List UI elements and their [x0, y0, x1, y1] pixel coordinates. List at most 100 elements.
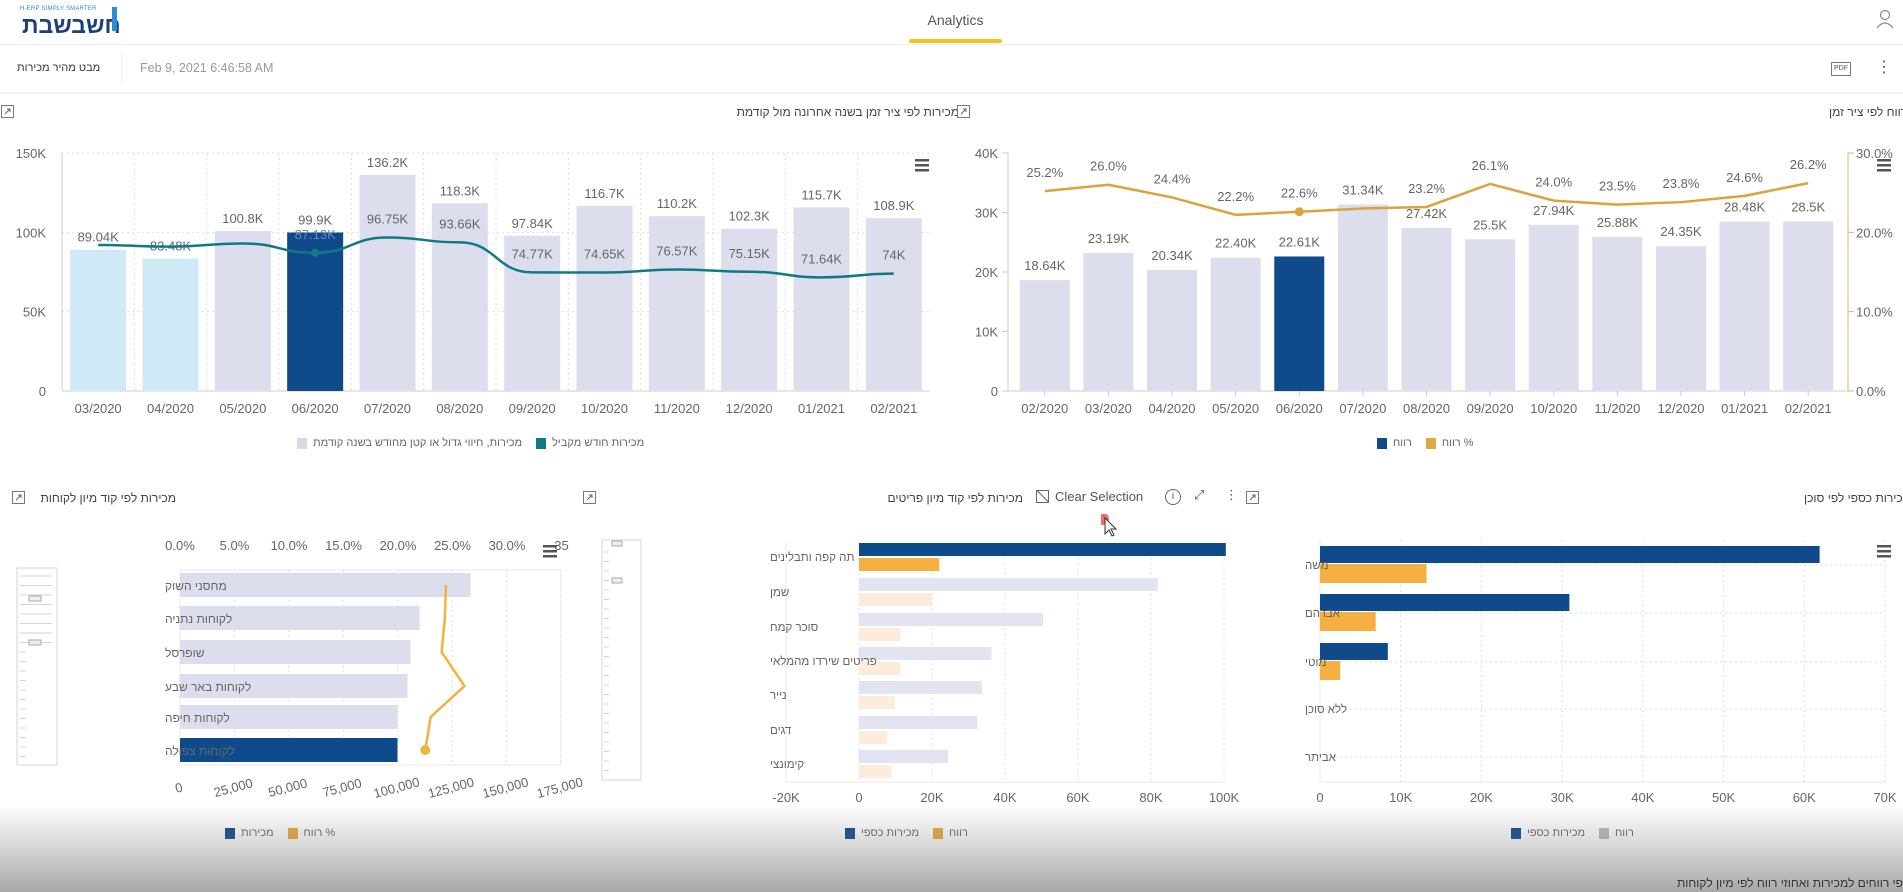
- hamburger-menu-icon[interactable]: [543, 555, 557, 558]
- bar-profit[interactable]: [1320, 612, 1376, 631]
- x-tick-label: 09/2020: [509, 401, 556, 416]
- hamburger-menu-icon[interactable]: [1877, 159, 1891, 162]
- export-icon[interactable]: [12, 491, 25, 504]
- bar[interactable]: [1083, 253, 1134, 391]
- export-icon[interactable]: [583, 491, 596, 504]
- bar-sales[interactable]: [859, 613, 1043, 626]
- bar[interactable]: [1655, 246, 1706, 391]
- hamburger-menu-icon[interactable]: [1877, 555, 1891, 558]
- bar-sales[interactable]: [859, 543, 1226, 556]
- legend-item[interactable]: % רווח: [1425, 437, 1474, 449]
- bar[interactable]: [180, 705, 398, 729]
- hamburger-menu-icon[interactable]: [915, 159, 929, 162]
- hamburger-menu-icon[interactable]: [543, 545, 557, 548]
- bar[interactable]: [576, 205, 633, 391]
- hamburger-menu-icon[interactable]: [915, 164, 929, 167]
- bar-profit[interactable]: [859, 593, 932, 606]
- bar[interactable]: [865, 218, 922, 391]
- bar-sales[interactable]: [859, 716, 978, 729]
- bar[interactable]: [359, 174, 416, 391]
- info-icon[interactable]: i: [1165, 489, 1181, 505]
- bar[interactable]: [1465, 239, 1516, 391]
- hamburger-menu-icon[interactable]: [1877, 169, 1891, 172]
- user-icon[interactable]: [1876, 9, 1894, 29]
- bar[interactable]: [1337, 204, 1388, 391]
- bar[interactable]: [214, 231, 271, 391]
- export-icon[interactable]: [1, 105, 14, 118]
- bar[interactable]: [1528, 224, 1579, 391]
- dashboard-name[interactable]: מבט מהיר מכירות: [17, 62, 101, 74]
- bar[interactable]: [793, 207, 850, 391]
- kebab-icon[interactable]: ⋮: [1225, 487, 1238, 502]
- hamburger-menu-icon[interactable]: [543, 550, 557, 553]
- bar[interactable]: [70, 249, 127, 391]
- line-point[interactable]: [311, 248, 320, 257]
- legend-item[interactable]: מכירות, חיווי גדול או קטן מחודש בשנה קוד…: [297, 437, 522, 449]
- x2-tick-label: 0.0%: [165, 538, 195, 553]
- bar-profit[interactable]: [859, 765, 892, 778]
- clear-selection-button[interactable]: Clear Selection: [1036, 489, 1143, 504]
- bar-sales[interactable]: [1320, 546, 1820, 563]
- bar[interactable]: [1592, 237, 1643, 391]
- bar[interactable]: [648, 216, 705, 391]
- navigator-handle[interactable]: [28, 595, 42, 602]
- hamburger-menu-icon[interactable]: [1877, 550, 1891, 553]
- bar[interactable]: [1783, 221, 1834, 391]
- bar-sales[interactable]: [859, 647, 992, 660]
- bar-profit[interactable]: [859, 662, 901, 675]
- x-tick-label: 60K: [1793, 790, 1816, 805]
- bar[interactable]: [1401, 227, 1452, 391]
- legend-item[interactable]: מכירות חודש מקביל: [536, 437, 644, 449]
- bar[interactable]: [180, 573, 471, 597]
- bar[interactable]: [1147, 269, 1198, 391]
- hamburger-menu-icon[interactable]: [1877, 545, 1891, 548]
- bar[interactable]: [1019, 280, 1070, 391]
- export-icon[interactable]: [957, 105, 970, 118]
- navigator-handle[interactable]: [611, 577, 623, 584]
- hamburger-menu-icon[interactable]: [1877, 164, 1891, 167]
- bar[interactable]: [721, 228, 778, 391]
- bar[interactable]: [287, 232, 344, 391]
- line-data-label: 25.2%: [1026, 165, 1063, 180]
- hamburger-menu-icon[interactable]: [915, 169, 929, 172]
- bar-profit[interactable]: [859, 696, 895, 709]
- pdf-export-button[interactable]: PDF: [1831, 62, 1851, 76]
- bar[interactable]: [180, 674, 408, 698]
- bar[interactable]: [1274, 256, 1325, 391]
- navigator-handle[interactable]: [611, 540, 623, 547]
- bar[interactable]: [504, 235, 561, 391]
- bar-profit[interactable]: [859, 731, 888, 744]
- bar-profit[interactable]: [1320, 564, 1427, 583]
- bar-profit[interactable]: [859, 558, 940, 571]
- tab-analytics[interactable]: Analytics: [909, 0, 1002, 44]
- bar-sales[interactable]: [859, 681, 983, 694]
- bar-sales[interactable]: [1320, 594, 1570, 611]
- bar[interactable]: [142, 258, 199, 391]
- bar[interactable]: [180, 738, 398, 762]
- export-icon[interactable]: [1246, 491, 1259, 504]
- bar[interactable]: [1210, 257, 1261, 391]
- line-data-label: 24.6%: [1726, 170, 1763, 185]
- bar[interactable]: [1719, 221, 1770, 391]
- bar[interactable]: [180, 606, 420, 630]
- line-point[interactable]: [420, 745, 431, 755]
- legend-item[interactable]: רווח: [1377, 437, 1412, 449]
- navigator-scrollbar[interactable]: [601, 539, 642, 781]
- bar[interactable]: [180, 640, 411, 664]
- x-tick-label: 10/2020: [1530, 401, 1577, 416]
- bar-profit[interactable]: [859, 628, 901, 641]
- x-tick-label: 04/2020: [1149, 401, 1196, 416]
- bar-sales[interactable]: [859, 578, 1158, 591]
- navigator-handle[interactable]: [28, 639, 42, 646]
- logo[interactable]: H-ERP SIMPLY SMARTER חשבשבת: [20, 3, 121, 38]
- bar[interactable]: [431, 203, 488, 391]
- bar-data-label: 99.9K: [298, 212, 332, 227]
- bar-sales[interactable]: [859, 750, 949, 763]
- line-point[interactable]: [1294, 207, 1304, 217]
- y-tick-label: שמן: [770, 587, 789, 599]
- x-tick-label: 175,000: [535, 774, 584, 801]
- bar-sales[interactable]: [1320, 643, 1388, 660]
- y-tick-label: מחסני השוק: [165, 579, 227, 593]
- expand-icon[interactable]: ⤢: [1194, 487, 1205, 502]
- bar-profit[interactable]: [1320, 661, 1341, 680]
